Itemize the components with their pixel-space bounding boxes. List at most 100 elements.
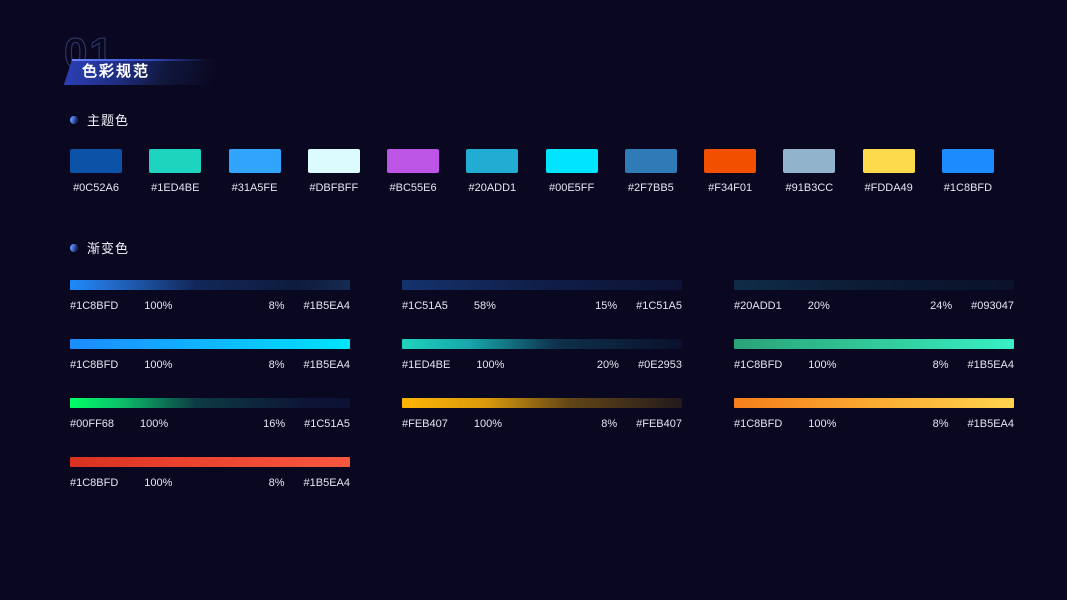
- gradient-start-labels: #1C8BFD 100%: [734, 418, 836, 431]
- color-swatch-hex: #1ED4BE: [151, 182, 200, 194]
- color-swatch-hex: #91B3CC: [785, 182, 834, 194]
- gradient-end-labels: 20% #0E2953: [597, 359, 682, 372]
- gradient-labels: #20ADD1 20% 24% #093047: [734, 300, 1014, 313]
- gradient-end-hex: #093047: [971, 300, 1014, 312]
- gradient-end-opacity: 8%: [268, 300, 285, 312]
- gradient-row: #1C8BFD 100% 8% #1B5EA4: [734, 339, 1014, 372]
- gradient-bar: [402, 398, 682, 408]
- color-swatch-hex: #0C52A6: [73, 182, 119, 194]
- color-swatch: [545, 149, 598, 173]
- gradient-end-opacity: 8%: [268, 359, 285, 371]
- gradient-end-labels: 8% #FEB407: [601, 418, 682, 431]
- gradient-start-labels: #1C51A5 58%: [402, 300, 496, 313]
- gradient-start-labels: #00FF68 100%: [70, 418, 168, 431]
- gradient-start-labels: #1C8BFD 100%: [70, 300, 172, 313]
- gradient-start-opacity: 100%: [808, 359, 837, 371]
- gradient-bar: [734, 398, 1014, 408]
- gradient-bar: [70, 339, 350, 349]
- color-swatch-hex: #31A5FE: [231, 182, 278, 194]
- gradient-start-hex: #20ADD1: [734, 300, 782, 312]
- gradient-row: #FEB407 100% 8% #FEB407: [402, 398, 682, 431]
- gradient-end-opacity: 8%: [932, 418, 949, 430]
- theme-colors-label-text: 主题色: [87, 113, 130, 128]
- gradient-start-labels: #1ED4BE 100%: [402, 359, 504, 372]
- gradient-labels: #1C8BFD 100% 8% #1B5EA4: [70, 300, 350, 313]
- color-swatch-item: #1ED4BE: [149, 149, 202, 194]
- gradient-start-opacity: 100%: [473, 418, 503, 430]
- color-swatch-hex: #20ADD1: [468, 182, 517, 194]
- gradient-colors-section-label: 渐变色: [70, 238, 129, 257]
- color-swatch-hex: #1C8BFD: [943, 182, 993, 194]
- gradient-end-labels: 8% #1B5EA4: [269, 300, 350, 313]
- color-swatch-item: #2F7BB5: [624, 149, 677, 194]
- color-swatch: [466, 149, 519, 173]
- gradient-end-hex: #1B5EA4: [967, 418, 1014, 430]
- color-swatch-item: #91B3CC: [783, 149, 836, 194]
- theme-swatch-row: #0C52A6 #1ED4BE #31A5FE #DBFBFF #BC55E6 #20AD…: [70, 149, 994, 194]
- gradient-start-opacity: 100%: [144, 359, 173, 371]
- gradient-end-opacity: 15%: [595, 300, 618, 312]
- gradient-row: #1ED4BE 100% 20% #0E2953: [402, 339, 682, 372]
- gradient-start-hex: #1C8BFD: [70, 477, 119, 489]
- color-swatch-hex: #2F7BB5: [627, 182, 674, 194]
- gradient-start-hex: #1C8BFD: [70, 359, 119, 371]
- bullet-dot-icon: [70, 243, 78, 252]
- gradient-end-hex: #1B5EA4: [303, 359, 350, 371]
- gradient-end-labels: 16% #1C51A5: [263, 418, 350, 431]
- gradient-grid: #1C8BFD 100% 8% #1B5EA4 #1C8BFD 100% 8% #1B5EA4…: [70, 280, 1014, 490]
- gradient-start-hex: #1C51A5: [402, 300, 448, 312]
- gradient-end-opacity: 8%: [601, 418, 618, 430]
- color-swatch-hex: #F34F01: [708, 182, 753, 194]
- theme-colors-section-label: 主题色: [70, 110, 129, 129]
- color-swatch: [307, 149, 360, 173]
- section-banner: 色彩规范: [63, 59, 223, 85]
- gradient-labels: #1ED4BE 100% 20% #0E2953: [402, 359, 682, 372]
- gradient-start-opacity: 100%: [808, 418, 837, 430]
- gradient-end-labels: 15% #1C51A5: [595, 300, 682, 313]
- gradient-bar: [734, 280, 1014, 290]
- gradient-labels: #1C8BFD 100% 8% #1B5EA4: [734, 418, 1014, 431]
- gradient-start-labels: #1C8BFD 100%: [70, 359, 172, 372]
- gradient-start-labels: #FEB407 100%: [402, 418, 502, 431]
- gradient-end-opacity: 24%: [930, 300, 953, 312]
- gradient-column: #20ADD1 20% 24% #093047 #1C8BFD 100% 8% #1B5EA4…: [734, 280, 1014, 431]
- gradient-bar: [70, 398, 350, 408]
- color-swatch-hex: #FDDA49: [864, 182, 913, 194]
- gradient-start-labels: #20ADD1 20%: [734, 300, 830, 313]
- gradient-end-labels: 8% #1B5EA4: [933, 418, 1014, 431]
- gradient-row: #1C51A5 58% 15% #1C51A5: [402, 280, 682, 313]
- color-swatch-hex: #DBFBFF: [309, 182, 359, 194]
- gradient-end-labels: 24% #093047: [930, 300, 1014, 313]
- color-swatch: [228, 149, 281, 173]
- gradient-end-hex: #1B5EA4: [303, 477, 350, 489]
- color-swatch-hex: #00E5FF: [548, 182, 595, 194]
- gradient-start-opacity: 100%: [144, 477, 173, 489]
- color-swatch: [149, 149, 202, 173]
- gradient-start-hex: #1ED4BE: [402, 359, 451, 371]
- color-swatch: [783, 149, 836, 173]
- color-swatch-item: #1C8BFD: [941, 149, 994, 194]
- gradient-labels: #00FF68 100% 16% #1C51A5: [70, 418, 350, 431]
- gradient-start-hex: #1C8BFD: [734, 418, 783, 430]
- gradient-end-hex: #1C51A5: [636, 300, 682, 312]
- gradient-start-opacity: 100%: [144, 300, 173, 312]
- color-swatch-hex: #BC55E6: [389, 182, 437, 194]
- gradient-start-hex: #FEB407: [402, 418, 448, 430]
- color-swatch-item: #F34F01: [704, 149, 757, 194]
- gradient-start-labels: #1C8BFD 100%: [70, 477, 172, 490]
- color-swatch-item: #20ADD1: [466, 149, 519, 194]
- color-swatch-item: #0C52A6: [70, 149, 122, 194]
- color-swatch: [624, 149, 677, 173]
- bullet-dot-icon: [70, 115, 78, 124]
- gradient-bar: [402, 280, 682, 290]
- gradient-end-labels: 8% #1B5EA4: [269, 359, 350, 372]
- gradient-end-opacity: 20%: [596, 359, 619, 371]
- gradient-labels: #1C51A5 58% 15% #1C51A5: [402, 300, 682, 313]
- gradient-start-opacity: 100%: [476, 359, 505, 371]
- gradient-end-hex: #1B5EA4: [967, 359, 1014, 371]
- gradient-end-opacity: 8%: [268, 477, 285, 489]
- gradient-start-hex: #00FF68: [70, 418, 115, 430]
- gradient-end-hex: #FEB407: [636, 418, 682, 430]
- gradient-row: #1C8BFD 100% 8% #1B5EA4: [70, 457, 350, 490]
